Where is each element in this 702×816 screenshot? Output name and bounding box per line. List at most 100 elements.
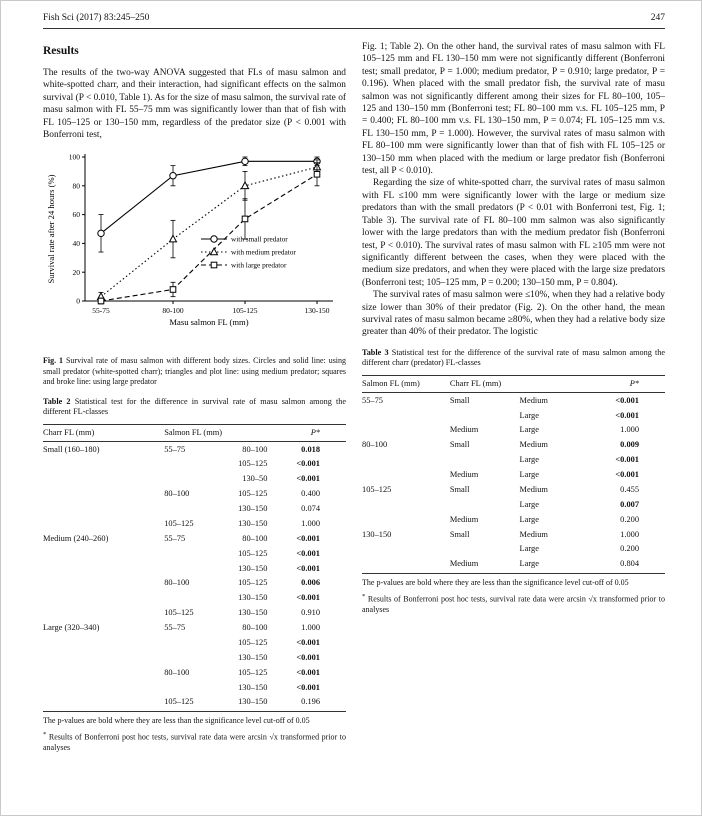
- table-cell: Small: [449, 484, 470, 494]
- table-cell: Large: [519, 544, 539, 554]
- table-cell: [43, 576, 164, 591]
- figure-1-label: Fig. 1: [43, 356, 64, 366]
- table-cell: [43, 665, 164, 680]
- table-2-label: Table 2: [43, 396, 71, 406]
- table-cell: 55–75: [164, 623, 186, 633]
- table-cell: <0.001: [296, 682, 320, 692]
- table-cell: Small: [449, 440, 470, 450]
- footnote-asterisk: *: [362, 593, 366, 601]
- table-row: 105–125 Small Medium 0.455: [362, 483, 665, 498]
- table-row: Large (320–340) 55–75 80–100 1.000: [43, 621, 346, 636]
- table-cell: 130–150: [238, 563, 268, 573]
- table-cell: 130–50: [242, 474, 268, 484]
- table-cell: Medium: [519, 529, 548, 539]
- results-paragraph: The results of the two-way ANOVA suggest…: [43, 68, 346, 141]
- column-header-salmon-fl: Salmon FL (mm): [362, 374, 450, 394]
- table-2-grid: Charr FL (mm) Salmon FL (mm) P* Small (1…: [43, 423, 346, 712]
- table-cell: 0.400: [301, 489, 320, 499]
- table-row: 130–150 <0.001: [43, 591, 346, 606]
- table-cell: 130–150: [238, 593, 268, 603]
- table-2-header-row: Charr FL (mm) Salmon FL (mm) P*: [43, 423, 346, 443]
- right-column: Fig. 1; Table 2). On the other hand, the…: [362, 41, 665, 754]
- footnote-method-text: Results of Bonferroni post hoc tests, su…: [362, 594, 666, 615]
- table-2-caption: Table 2 Statistical test for the differe…: [43, 397, 346, 418]
- table-cell: 105–125: [362, 484, 392, 494]
- table-row: 105–125 <0.001: [43, 636, 346, 651]
- table-cell: [164, 502, 222, 517]
- footnote-asterisk: *: [43, 731, 47, 739]
- table-cell: [450, 498, 520, 513]
- y-tick-label: 60: [73, 211, 81, 220]
- table-cell: 0.910: [301, 608, 320, 618]
- table-cell: [164, 680, 222, 695]
- table-cell: Medium: [519, 484, 548, 494]
- square-marker: [210, 262, 218, 269]
- table-row: 55–75 Small Medium <0.001: [362, 393, 665, 408]
- table-2-body: Small (160–180) 55–75 80–100 0.018 105–125 <0…: [43, 442, 346, 712]
- legend-label: with large predator: [231, 261, 287, 270]
- table-cell: Large: [519, 557, 599, 574]
- table-3-header-row: Salmon FL (mm) Charr FL (mm) P*: [362, 374, 665, 394]
- square-marker: [97, 298, 105, 305]
- table-cell: 0.455: [620, 484, 639, 494]
- column-header-p-value: P*: [598, 374, 665, 394]
- table-cell: 0.018: [301, 444, 320, 454]
- table-3-caption-text: Statistical test for the difference of t…: [362, 347, 666, 368]
- x-axis-label: Masu salmon FL (mm): [169, 317, 248, 327]
- table-row: Medium Large 0.804: [362, 557, 665, 574]
- table-cell: 105–125: [238, 667, 268, 677]
- y-tick-label: 0: [76, 297, 80, 306]
- table-cell: 105–125: [164, 695, 222, 712]
- table-cell: 130–150: [238, 504, 268, 514]
- table-cell: 80–100: [362, 440, 388, 450]
- y-tick-label: 80: [73, 182, 81, 191]
- table-cell: [43, 695, 165, 712]
- table-cell: <0.001: [296, 563, 320, 573]
- table-row: 105–125 <0.001: [43, 457, 346, 472]
- table-cell: <0.001: [296, 667, 320, 677]
- table-cell: [43, 561, 164, 576]
- table-3-block: Table 3 Statistical test for the differe…: [362, 348, 665, 616]
- table-row: Large <0.001: [362, 453, 665, 468]
- table-cell: <0.001: [615, 455, 639, 465]
- table-row: Large 0.200: [362, 542, 665, 557]
- table-cell: 80–100: [242, 444, 268, 454]
- table-cell: 55–75: [362, 395, 383, 405]
- table-cell: [164, 651, 222, 666]
- y-axis-label: Survival rate after 24 hours (%): [46, 175, 56, 284]
- table-cell: [450, 408, 520, 423]
- table-cell: 55–75: [164, 444, 186, 454]
- table-cell: 105–125: [238, 459, 268, 469]
- table-row: Large <0.001: [362, 408, 665, 423]
- table-cell: Medium (240–260): [43, 533, 109, 543]
- table-row: Medium Large 1.000: [362, 423, 665, 438]
- table-cell: 130–150: [238, 608, 268, 618]
- table-cell: Medium: [449, 425, 479, 435]
- table-cell: [164, 636, 222, 651]
- table-cell: [43, 591, 164, 606]
- table-2-footnote-significance: The p-values are bold where they are les…: [43, 715, 310, 725]
- table-3-label: Table 3: [362, 347, 389, 357]
- table-cell: 130–150: [238, 518, 268, 528]
- journal-citation: Fish Sci (2017) 83:245–250: [43, 13, 150, 23]
- body-paragraph-1: Fig. 1; Table 2). On the other hand, the…: [362, 42, 665, 177]
- table-cell: Large: [519, 425, 539, 435]
- table-3-caption: Table 3 Statistical test for the differe…: [362, 348, 665, 369]
- table-cell: [362, 557, 450, 574]
- circle-marker: [169, 172, 177, 180]
- table-3-footnote-method: * Results of Bonferroni post hoc tests, …: [362, 592, 665, 615]
- page-number: 247: [650, 13, 665, 23]
- table-cell: [43, 680, 164, 695]
- table-cell: 1.000: [301, 518, 320, 528]
- table-cell: Large: [519, 410, 539, 420]
- table-cell: <0.001: [296, 548, 320, 558]
- table-cell: [362, 542, 450, 557]
- table-row: 130–150 <0.001: [43, 651, 346, 666]
- table-cell: <0.001: [296, 533, 320, 543]
- table-cell: 105–125: [164, 608, 194, 618]
- table-cell: 130–150: [221, 695, 286, 712]
- figure-1-caption-text: Survival rate of masu salmon with differ…: [43, 356, 347, 387]
- series-line: [100, 161, 317, 235]
- table-cell: [362, 498, 450, 513]
- table-cell: [164, 591, 222, 606]
